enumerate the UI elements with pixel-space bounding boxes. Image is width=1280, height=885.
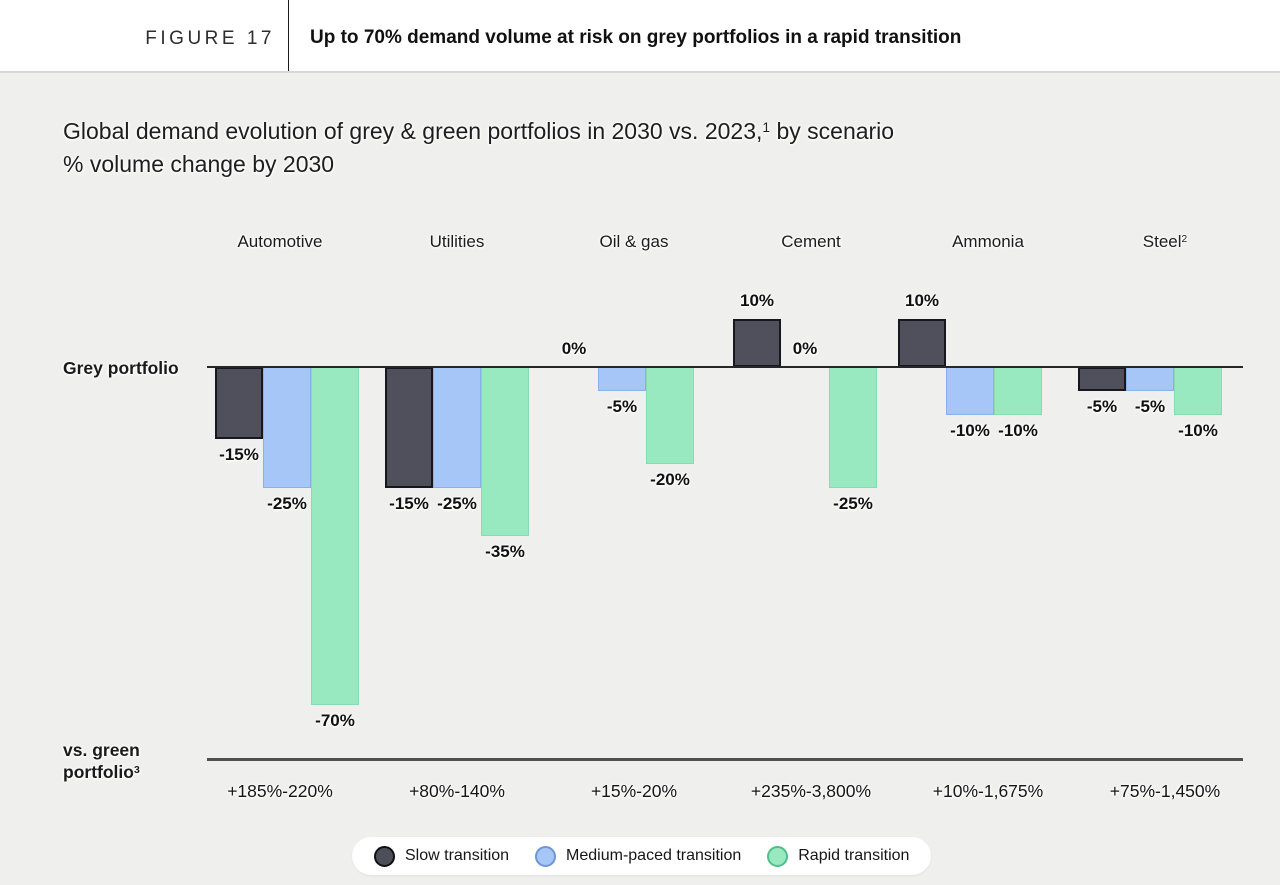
green-portfolio-divider-line bbox=[207, 758, 1243, 761]
bar-label-oil-gas-rapid-transition: -20% bbox=[650, 470, 690, 489]
bar-label-cement-medium-paced-transition: 0% bbox=[792, 339, 818, 358]
column-header-oil-gas: Oil & gas bbox=[599, 232, 669, 251]
bar-label-steel-slow-transition: -5% bbox=[1086, 397, 1118, 416]
bar-label-utilities-medium-paced-transition: -25% bbox=[437, 494, 477, 513]
column-header-utilities: Utilities bbox=[429, 232, 485, 251]
bar-cement-rapid-transition bbox=[829, 367, 877, 488]
bar-label-cement-rapid-transition: -25% bbox=[833, 494, 873, 513]
green-portfolio-row-label: vs. green portfolio3 bbox=[63, 739, 140, 786]
chart-title-line2: % volume change by 2030 bbox=[63, 151, 335, 177]
bar-label-automotive-medium-paced-transition: -25% bbox=[267, 494, 307, 513]
bar-automotive-rapid-transition bbox=[311, 367, 359, 705]
figure-header-band bbox=[0, 0, 1280, 73]
bar-utilities-medium-paced-transition bbox=[433, 367, 481, 488]
figure-number-label: FIGURE 17 bbox=[145, 28, 275, 49]
bar-label-ammonia-medium-paced-transition: -10% bbox=[950, 421, 990, 440]
chart-title-line1-tail: by scenario bbox=[770, 118, 895, 144]
column-header-cement: Cement bbox=[781, 232, 841, 251]
green-portfolio-value-ammonia: +10%-1,675% bbox=[932, 781, 1044, 801]
column-header-automotive: Automotive bbox=[237, 232, 323, 251]
bar-label-utilities-slow-transition: -15% bbox=[389, 494, 429, 513]
bar-label-ammonia-slow-transition: 10% bbox=[904, 291, 940, 310]
footnote-marker-2: 2 bbox=[1181, 233, 1188, 245]
column-header-ammonia: Ammonia bbox=[952, 232, 1024, 251]
legend-item-rapid-transition: Rapid transition bbox=[767, 845, 910, 867]
legend-item-medium-paced-transition: Medium-paced transition bbox=[535, 845, 742, 867]
bar-steel-slow-transition bbox=[1078, 367, 1126, 391]
bar-label-ammonia-rapid-transition: -10% bbox=[998, 421, 1038, 440]
bar-ammonia-rapid-transition bbox=[994, 367, 1042, 415]
bar-automotive-slow-transition bbox=[215, 367, 263, 439]
legend-swatch-slow-transition bbox=[374, 845, 395, 867]
green-portfolio-value-cement: +235%-3,800% bbox=[750, 781, 872, 801]
footnote-marker-3: 3 bbox=[133, 763, 140, 776]
green-portfolio-row-label-line2: portfolio3 bbox=[63, 762, 140, 782]
chart-title-line1: Global demand evolution of grey & green … bbox=[63, 118, 1213, 145]
bar-label-cement-slow-transition: 10% bbox=[739, 291, 775, 310]
figure-title: Up to 70% demand volume at risk on grey … bbox=[310, 27, 962, 48]
bar-oil-gas-medium-paced-transition bbox=[598, 367, 646, 391]
bar-label-steel-rapid-transition: -10% bbox=[1178, 421, 1218, 440]
bar-label-oil-gas-medium-paced-transition: -5% bbox=[606, 397, 638, 416]
bar-label-oil-gas-slow-transition: 0% bbox=[561, 339, 587, 358]
bar-label-utilities-rapid-transition: -35% bbox=[485, 542, 525, 561]
green-portfolio-row-label-line1: vs. green bbox=[63, 740, 140, 760]
legend-label-medium-paced-transition: Medium-paced transition bbox=[566, 847, 742, 864]
header-divider-line bbox=[288, 0, 289, 71]
bar-ammonia-slow-transition bbox=[898, 319, 946, 367]
bar-ammonia-medium-paced-transition bbox=[946, 367, 994, 415]
bar-utilities-rapid-transition bbox=[481, 367, 529, 536]
bar-label-steel-medium-paced-transition: -5% bbox=[1134, 397, 1166, 416]
column-header-steel: Steel2 bbox=[1142, 232, 1188, 251]
legend-label-rapid-transition: Rapid transition bbox=[798, 847, 910, 864]
green-portfolio-value-automotive: +185%-220% bbox=[227, 781, 333, 801]
legend-swatch-rapid-transition bbox=[767, 845, 789, 867]
footnote-marker-1: 1 bbox=[762, 120, 771, 136]
chart-legend: Slow transition Medium-paced transition Ra… bbox=[352, 837, 932, 875]
green-portfolio-value-utilities: +80%-140% bbox=[409, 781, 505, 801]
green-portfolio-value-steel: +75%-1,450% bbox=[1109, 781, 1221, 801]
bar-steel-medium-paced-transition bbox=[1126, 367, 1174, 391]
bar-label-automotive-slow-transition: -15% bbox=[219, 445, 259, 464]
zero-baseline bbox=[207, 366, 1243, 368]
chart-title-line1-main: Global demand evolution of grey & green … bbox=[63, 118, 763, 144]
bar-utilities-slow-transition bbox=[385, 367, 433, 488]
legend-item-slow-transition: Slow transition bbox=[374, 845, 510, 867]
legend-swatch-medium-paced-transition bbox=[535, 845, 557, 867]
bar-label-automotive-rapid-transition: -70% bbox=[315, 711, 355, 730]
bar-automotive-medium-paced-transition bbox=[263, 367, 311, 488]
grey-portfolio-row-label: Grey portfolio bbox=[63, 358, 179, 378]
green-portfolio-value-oil-gas: +15%-20% bbox=[590, 781, 678, 801]
legend-label-slow-transition: Slow transition bbox=[405, 847, 510, 864]
